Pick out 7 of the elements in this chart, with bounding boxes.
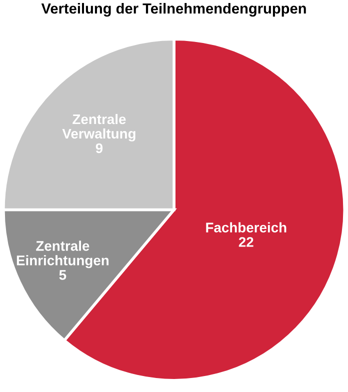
slice-label: Zentrale Einrichtungen: [16, 240, 109, 268]
data-label: 22: [238, 237, 254, 247]
chart-title: Verteilung der Teilnehmendengruppen: [41, 2, 306, 17]
slice-label: Fachbereich: [206, 222, 286, 232]
data-label: 5: [59, 270, 66, 280]
slice-label: Zentrale Verwaltung: [62, 114, 136, 142]
data-label: 9: [96, 143, 103, 154]
